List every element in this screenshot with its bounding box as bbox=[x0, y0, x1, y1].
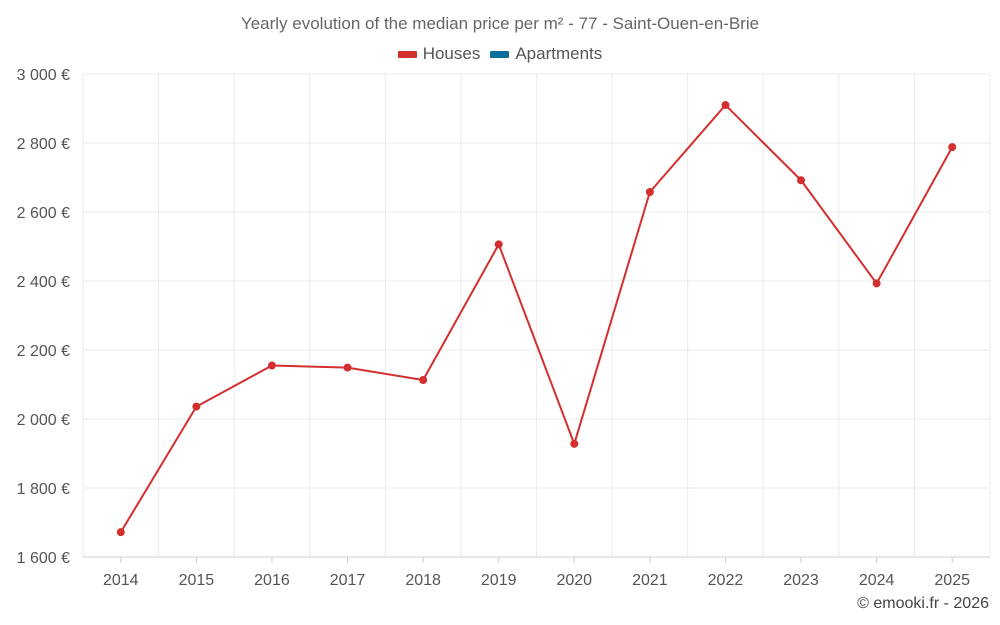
x-tick-label: 2024 bbox=[859, 572, 895, 589]
data-point: 2019: 2506 bbox=[494, 240, 503, 249]
legend-item-apartments[interactable]: Apartments bbox=[490, 44, 602, 64]
y-tick-label: 2 400 € bbox=[17, 274, 70, 291]
x-tick-label: 2019 bbox=[481, 572, 517, 589]
y-tick-label: 2 800 € bbox=[17, 136, 70, 153]
x-tick-label: 2015 bbox=[179, 572, 215, 589]
x-tick-label: 2023 bbox=[783, 572, 819, 589]
legend-swatch-apartments bbox=[490, 50, 510, 58]
y-tick-label: 1 600 € bbox=[17, 550, 70, 567]
y-tick-label: 2 200 € bbox=[17, 343, 70, 360]
chart-title: Yearly evolution of the median price per… bbox=[240, 14, 760, 33]
chart-legend: Houses Apartments bbox=[0, 44, 1000, 64]
legend-label-houses: Houses bbox=[422, 44, 481, 63]
legend-item-houses[interactable]: Houses bbox=[397, 44, 481, 64]
data-point: 2024: 2393 bbox=[872, 279, 881, 288]
data-point: 2017: 2149 bbox=[343, 363, 352, 372]
data-point: 2020: 1928 bbox=[570, 439, 579, 448]
data-point: 2022: 2910 bbox=[721, 101, 730, 110]
y-axis: 1 600 € 1 800 € 2 000 € 2 200 € 2 400 € 2 600… bbox=[17, 67, 70, 567]
grid-lines bbox=[82, 73, 991, 558]
data-point: 2021: 2658 bbox=[645, 187, 654, 196]
legend-label-apartments: Apartments bbox=[515, 44, 603, 63]
x-axis: 2014 2015 2016 2017 2018 2019 2020 2021 2022 2023… bbox=[83, 556, 990, 589]
x-tick-label: 2016 bbox=[254, 572, 290, 589]
x-tick-label: 2014 bbox=[103, 572, 139, 589]
series-layer: 2014: 1672 2015: 2036 2016: 2155 2017: 2149… bbox=[116, 101, 957, 537]
data-point: 2023: 2692 bbox=[797, 176, 806, 185]
legend-swatch-houses bbox=[397, 50, 417, 58]
data-point: 2025: 2788 bbox=[948, 143, 957, 152]
x-tick-label: 2025 bbox=[934, 572, 970, 589]
x-tick-label: 2020 bbox=[556, 572, 592, 589]
x-tick-label: 2021 bbox=[632, 572, 668, 589]
data-point: 2014: 1672 bbox=[116, 528, 125, 537]
x-tick-label: 2017 bbox=[330, 572, 366, 589]
y-tick-label: 2 000 € bbox=[17, 412, 70, 429]
x-tick-label: 2022 bbox=[708, 572, 744, 589]
y-tick-label: 3 000 € bbox=[17, 67, 70, 84]
data-point: 2016: 2155 bbox=[267, 361, 276, 370]
data-point: 2015: 2036 bbox=[192, 402, 201, 411]
x-tick-label: 2018 bbox=[405, 572, 441, 589]
data-point: 2018: 2113 bbox=[419, 376, 428, 385]
y-tick-label: 1 800 € bbox=[17, 481, 70, 498]
series-line-houses bbox=[119, 104, 954, 533]
credit-text: © emooki.fr - 2026 bbox=[857, 595, 989, 612]
y-tick-label: 2 600 € bbox=[17, 205, 70, 222]
